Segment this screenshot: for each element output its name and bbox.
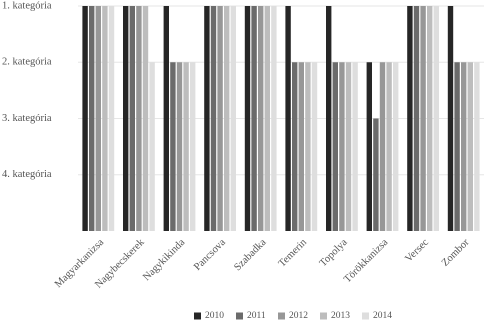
legend-label: 2012 [289, 311, 308, 321]
x-tick-label: Törökkanizsa [342, 237, 390, 285]
bar [366, 62, 372, 231]
y-tick-label: 3. kategória [2, 113, 52, 124]
bar [433, 6, 439, 231]
bar [407, 6, 413, 231]
bar [311, 62, 318, 231]
x-tick-label: Temerin [277, 237, 310, 270]
bar [326, 6, 332, 231]
bar [251, 6, 257, 231]
bar [142, 6, 149, 231]
bar [285, 6, 291, 231]
y-tick-label: 1. kategória [2, 0, 52, 11]
legend-swatch [194, 312, 201, 320]
legend-label: 2011 [247, 311, 266, 321]
bar [95, 6, 101, 231]
bar [474, 62, 480, 231]
bar [373, 118, 379, 231]
x-tick-label: Zombor [440, 237, 472, 269]
x-tick-label: Pancsova [192, 237, 228, 273]
bar [332, 62, 338, 231]
legend-label: 2013 [331, 311, 350, 321]
bar [271, 6, 277, 231]
bar [176, 62, 183, 231]
bar [305, 62, 311, 231]
bar [89, 6, 95, 231]
bar [170, 62, 176, 231]
legend-swatch [236, 312, 243, 320]
bar [420, 6, 426, 231]
x-tick-label: Versec [403, 237, 431, 265]
bar [258, 6, 264, 231]
bar [413, 6, 420, 231]
bar [224, 6, 230, 231]
bar [217, 6, 223, 231]
legend-swatch [278, 312, 285, 320]
bar [447, 6, 454, 231]
legend-swatch [362, 312, 369, 320]
x-tick-label: Topolya [318, 237, 350, 269]
bar [136, 6, 142, 231]
bar [345, 62, 352, 231]
legend-label: 2010 [205, 311, 224, 321]
bar [102, 6, 108, 231]
bar [461, 62, 467, 231]
bar [298, 62, 304, 231]
bar [204, 6, 210, 231]
x-tick-label: Szabadka [232, 237, 268, 273]
bar [352, 62, 358, 231]
bar [244, 6, 251, 231]
bar [467, 62, 473, 231]
bar [82, 6, 88, 231]
bar [149, 62, 155, 231]
bar [129, 6, 135, 231]
bar [163, 6, 169, 231]
bar [386, 62, 392, 231]
bar [292, 62, 298, 231]
y-tick-label: 2. kategória [2, 57, 52, 68]
x-tick-label: Nagykikinda [141, 237, 187, 283]
legend-swatch [320, 312, 327, 320]
bar [183, 62, 189, 231]
bar [108, 6, 115, 231]
bar [123, 6, 129, 231]
bar [379, 62, 386, 231]
bar [190, 62, 196, 231]
legend-label: 2014 [373, 311, 392, 321]
bar [210, 6, 217, 231]
bar [264, 6, 270, 231]
bar [230, 6, 236, 231]
y-tick-label: 4. kategória [2, 169, 52, 180]
bar [454, 62, 460, 231]
bar [339, 62, 345, 231]
bar [393, 62, 399, 231]
bar [427, 6, 433, 231]
